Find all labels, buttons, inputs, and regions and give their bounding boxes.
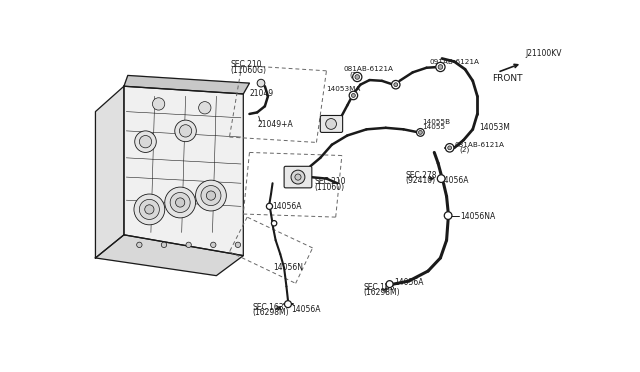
Text: (1): (1) [436, 64, 446, 70]
Polygon shape [124, 86, 243, 256]
Text: 081AB-6121A: 081AB-6121A [344, 66, 394, 72]
Circle shape [140, 135, 152, 148]
Text: J21100KV: J21100KV [525, 49, 562, 58]
Circle shape [145, 205, 154, 214]
Text: 14053MA: 14053MA [326, 86, 361, 92]
Circle shape [349, 91, 358, 100]
Circle shape [394, 83, 397, 87]
Circle shape [170, 192, 190, 212]
Circle shape [386, 280, 393, 288]
Text: 14053M: 14053M [479, 123, 510, 132]
Text: 14056A: 14056A [394, 278, 424, 287]
Circle shape [201, 186, 221, 206]
Circle shape [186, 242, 191, 247]
Circle shape [271, 221, 276, 226]
Circle shape [161, 242, 166, 247]
Text: (16298M): (16298M) [364, 288, 400, 297]
Circle shape [164, 187, 196, 218]
Circle shape [448, 146, 452, 150]
Circle shape [140, 199, 159, 219]
Text: (2): (2) [459, 147, 469, 153]
Circle shape [206, 191, 216, 200]
Circle shape [355, 75, 360, 79]
Text: 21049: 21049 [250, 89, 273, 99]
FancyBboxPatch shape [320, 115, 342, 132]
Circle shape [351, 93, 355, 97]
Circle shape [196, 180, 227, 211]
Polygon shape [95, 86, 124, 258]
Circle shape [175, 120, 196, 142]
Circle shape [291, 170, 305, 184]
Circle shape [137, 242, 142, 247]
Text: 14055: 14055 [422, 124, 445, 130]
Text: FRONT: FRONT [492, 74, 522, 83]
Circle shape [417, 129, 424, 136]
Circle shape [436, 62, 445, 71]
Circle shape [211, 242, 216, 247]
Circle shape [437, 175, 445, 183]
Circle shape [152, 98, 164, 110]
Circle shape [179, 125, 192, 137]
Text: SEC.210: SEC.210 [230, 60, 262, 69]
Circle shape [285, 301, 291, 308]
Text: SEC.163: SEC.163 [253, 303, 284, 312]
Text: SEC.163: SEC.163 [364, 283, 395, 292]
Circle shape [353, 73, 362, 81]
Circle shape [419, 131, 422, 134]
Circle shape [236, 242, 241, 247]
Text: 14056N: 14056N [273, 263, 303, 272]
Text: SEC.210: SEC.210 [314, 177, 346, 186]
Text: 14055B: 14055B [422, 119, 450, 125]
Text: 091AB-6121A: 091AB-6121A [429, 58, 479, 65]
Text: (11060G): (11060G) [230, 65, 266, 74]
Circle shape [266, 203, 273, 209]
Text: (16298M): (16298M) [253, 308, 289, 317]
Text: 14056A: 14056A [273, 202, 302, 211]
Text: (2): (2) [349, 71, 360, 78]
Circle shape [257, 79, 265, 87]
Text: (11060): (11060) [314, 183, 344, 192]
Circle shape [392, 80, 400, 89]
Circle shape [438, 65, 443, 69]
Text: SEC.278: SEC.278 [405, 171, 436, 180]
Circle shape [198, 102, 211, 114]
Polygon shape [95, 235, 243, 276]
Text: 21049+A: 21049+A [257, 120, 293, 129]
Circle shape [445, 144, 454, 152]
FancyBboxPatch shape [284, 166, 312, 188]
Text: 14056NA: 14056NA [460, 212, 496, 221]
Polygon shape [124, 76, 250, 94]
Circle shape [444, 212, 452, 219]
Circle shape [295, 174, 301, 180]
Circle shape [326, 119, 337, 129]
Circle shape [135, 131, 156, 153]
Text: 081AB-6121A: 081AB-6121A [454, 142, 504, 148]
Circle shape [134, 194, 164, 225]
Text: 14056A: 14056A [439, 176, 468, 185]
Text: 14056A: 14056A [291, 305, 321, 314]
Text: (92410): (92410) [405, 176, 435, 185]
Circle shape [175, 198, 185, 207]
